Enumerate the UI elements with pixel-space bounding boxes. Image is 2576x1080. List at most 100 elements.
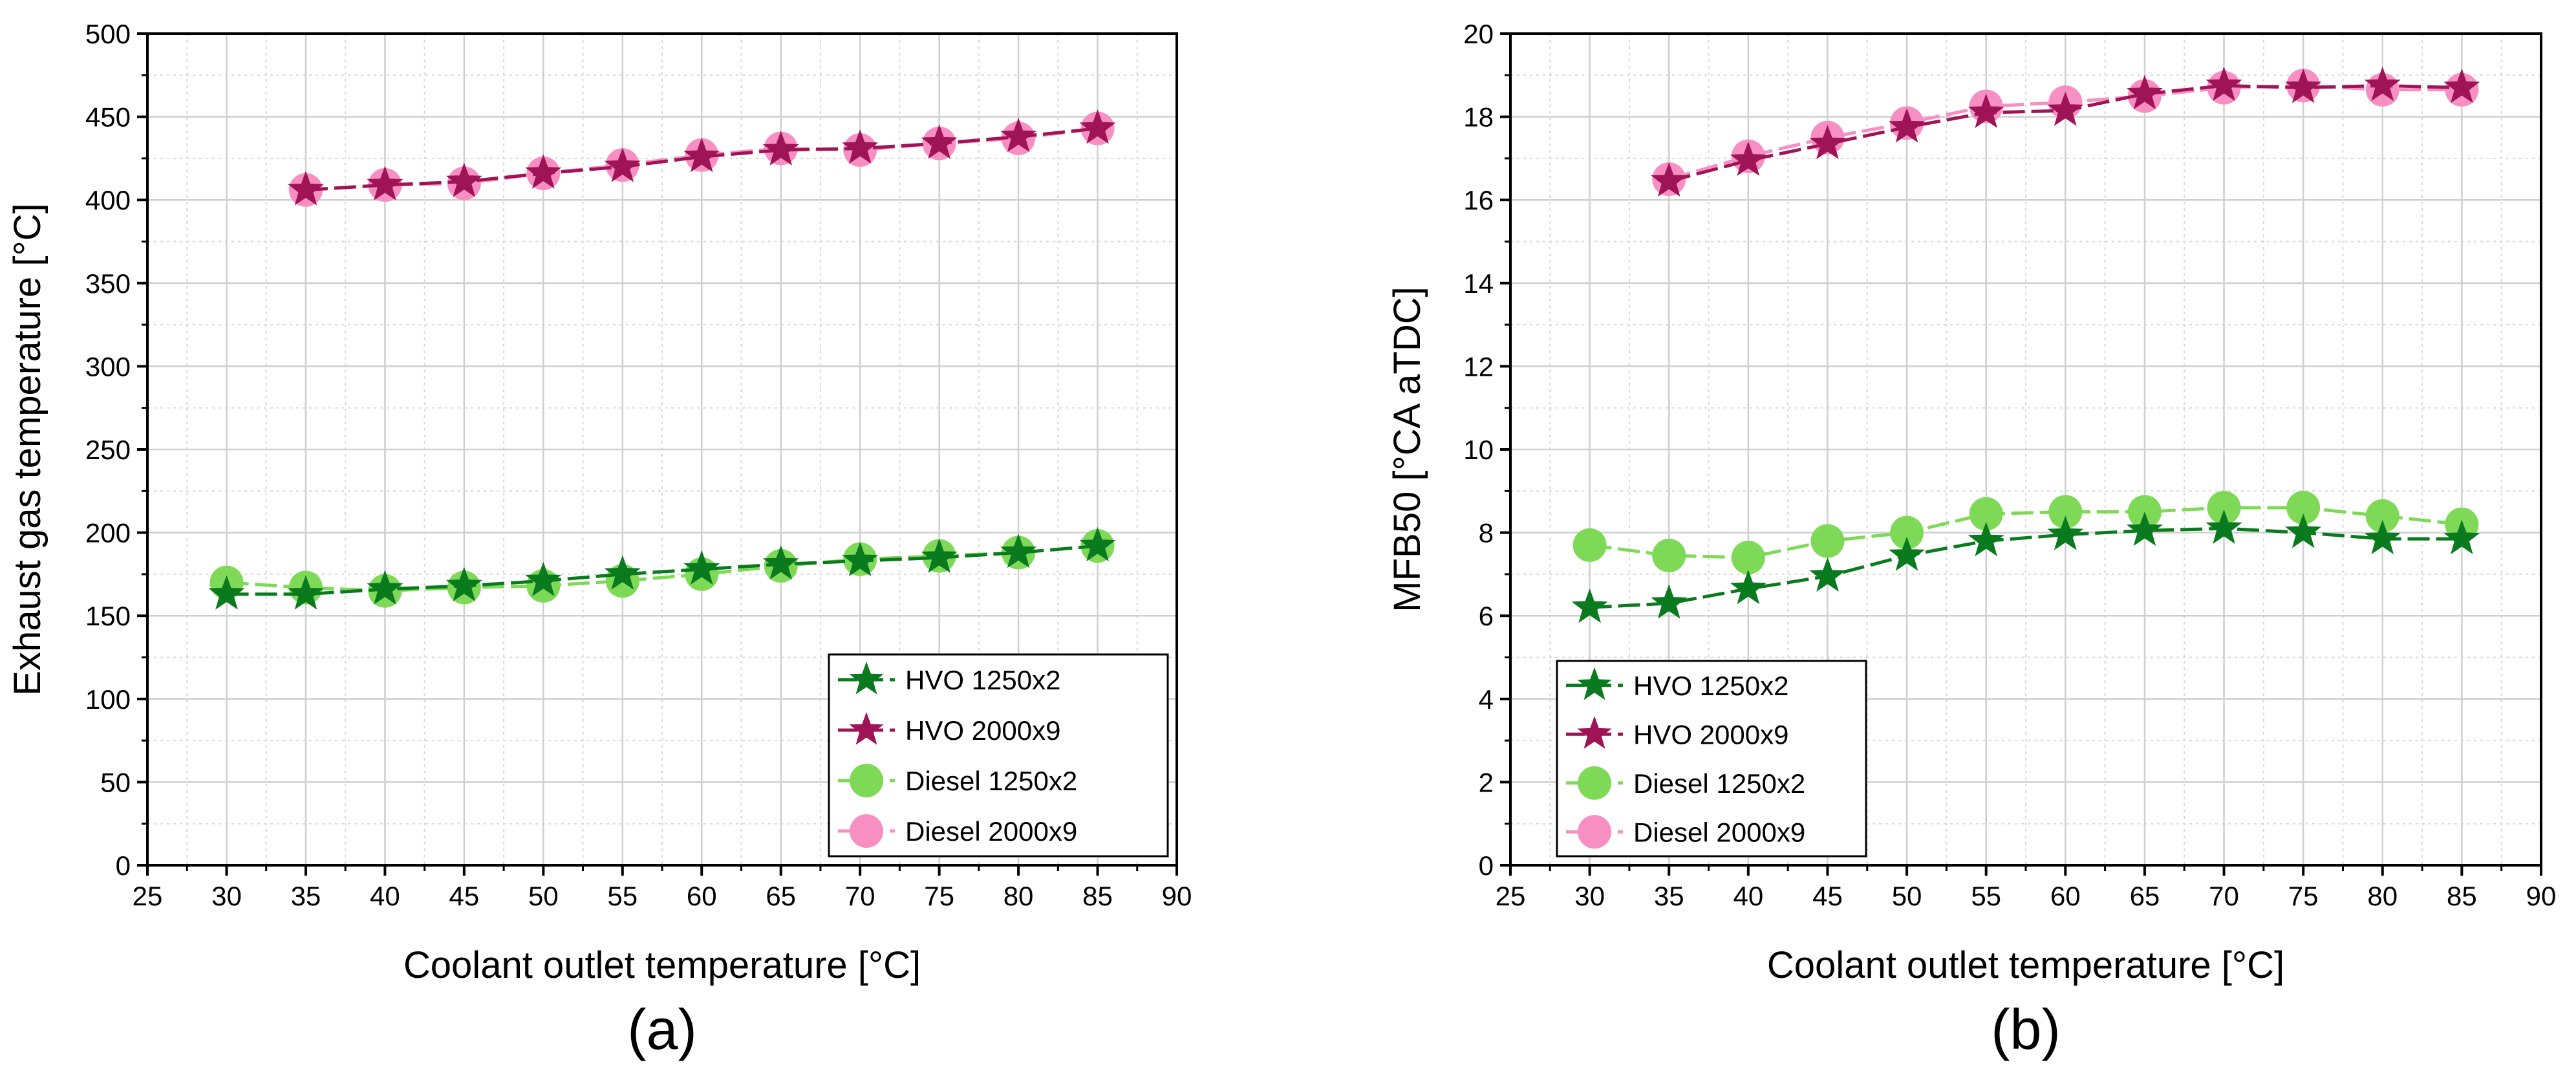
x-tick-label: 80 <box>1004 881 1034 911</box>
axes-frame <box>1509 32 2542 867</box>
data-point <box>762 545 799 580</box>
data-point <box>2443 69 2480 103</box>
y-tick-label: 6 <box>1479 601 1494 631</box>
data-point <box>445 567 482 601</box>
data-point <box>2048 495 2083 529</box>
x-tick-label: 75 <box>924 881 954 911</box>
y-tick-label: 50 <box>100 767 131 797</box>
x-tick-label: 75 <box>2288 881 2319 911</box>
x-tick-label: 35 <box>291 881 321 911</box>
data-point <box>1651 584 1688 619</box>
axes-frame <box>146 32 1178 867</box>
data-point <box>525 561 562 596</box>
data-point <box>2365 499 2399 533</box>
chart-panel-b: 25 30 35 40 45 50 55 60 65 70 75 80 85 90 0 2 4 6 8 10 12 14 1… <box>1386 19 2556 1061</box>
panel-label: (b) <box>1991 997 2061 1061</box>
x-tick-label: 90 <box>2526 881 2557 911</box>
data-point <box>367 166 403 200</box>
data-point <box>842 541 879 577</box>
x-tick-label: 45 <box>449 881 479 911</box>
y-tick-label: 20 <box>1463 19 1494 49</box>
panel-label: (a) <box>627 997 697 1061</box>
data-point <box>842 129 879 164</box>
y-tick-label: 300 <box>85 351 131 382</box>
y-tick-label: 4 <box>1479 684 1494 715</box>
series-hvo-1250x2 <box>208 526 1116 610</box>
data-point <box>1969 497 2003 531</box>
x-tick-label: 40 <box>1733 881 1763 911</box>
data-point <box>1652 538 1686 572</box>
data-point <box>287 575 325 610</box>
data-point <box>367 570 403 605</box>
data-point <box>2286 491 2321 525</box>
x-tick-label: 55 <box>607 881 638 911</box>
data-point <box>2047 515 2084 550</box>
series-line <box>1589 526 2462 609</box>
y-tick-label: 450 <box>85 102 131 133</box>
data-point <box>2207 491 2241 525</box>
data-point <box>2364 519 2401 555</box>
data-point <box>2285 69 2322 103</box>
data-point <box>2126 74 2163 110</box>
data-point <box>2206 66 2242 102</box>
y-tick-label: 12 <box>1463 351 1494 382</box>
x-tick-label: 70 <box>2209 881 2239 911</box>
data-point <box>1079 526 1116 561</box>
data-point <box>921 124 958 159</box>
x-tick-label: 25 <box>1496 881 1526 911</box>
x-tick-label: 30 <box>211 881 242 911</box>
x-tick-label: 55 <box>1971 881 2001 911</box>
x-tick-label: 65 <box>2130 881 2160 911</box>
legend-label: Diesel 1250x2 <box>1633 768 1805 799</box>
x-axis-title: Coolant outlet temperature [°C] <box>403 944 921 986</box>
x-tick-label: 80 <box>2367 881 2398 911</box>
y-tick-label: 350 <box>85 268 131 299</box>
y-tick-label: 0 <box>116 850 131 881</box>
data-point <box>683 137 720 173</box>
x-tick-label: 60 <box>2050 881 2081 911</box>
y-tick-label: 500 <box>85 19 131 49</box>
legend-label: Diesel 1250x2 <box>905 766 1077 796</box>
data-point <box>1888 108 1926 143</box>
chart-panel-a: 25 30 35 40 45 50 55 60 65 70 75 80 85 90 0 50 100 150 200… <box>6 19 1192 1061</box>
legend-marker <box>1577 667 1612 700</box>
x-tick-label: 85 <box>1082 881 1113 911</box>
legend-label: HVO 2000x9 <box>905 715 1060 746</box>
data-point <box>2443 519 2480 555</box>
data-point <box>1888 536 1926 571</box>
legend-label: HVO 1250x2 <box>905 665 1060 695</box>
y-tick-label: 150 <box>85 601 131 631</box>
legend-marker <box>1577 716 1612 749</box>
legend-box <box>828 653 1169 858</box>
x-tick-label: 65 <box>766 881 796 911</box>
data-point <box>1968 522 2004 557</box>
data-point <box>1572 528 1607 562</box>
data-point <box>2285 513 2322 548</box>
y-tick-label: 100 <box>85 684 131 715</box>
data-point <box>1968 93 2004 128</box>
y-tick-label: 8 <box>1479 518 1494 548</box>
y-tick-label: 2 <box>1479 767 1494 797</box>
legend-marker <box>850 764 883 797</box>
x-tick-label: 30 <box>1574 881 1605 911</box>
series-line <box>305 127 1098 192</box>
data-point <box>1809 557 1846 592</box>
x-tick-label: 40 <box>370 881 400 911</box>
x-tick-label: 60 <box>687 881 717 911</box>
legend-label: Diesel 2000x9 <box>905 816 1077 847</box>
legend-marker <box>1578 815 1611 849</box>
y-tick-label: 250 <box>85 435 131 465</box>
data-point <box>1809 124 1846 160</box>
data-point <box>1000 118 1037 153</box>
x-axis-title: Coolant outlet temperature [°C] <box>1767 944 2284 986</box>
x-tick-label: 50 <box>528 881 559 911</box>
series-hvo-2000x9 <box>1651 66 2480 197</box>
x-tick-label: 90 <box>1162 881 1192 911</box>
x-tick-label: 50 <box>1892 881 1922 911</box>
data-point <box>1079 109 1116 144</box>
y-tick-label: 16 <box>1463 185 1494 215</box>
y-tick-label: 18 <box>1463 102 1494 133</box>
y-tick-label: 0 <box>1479 850 1494 881</box>
data-point <box>1000 534 1037 568</box>
